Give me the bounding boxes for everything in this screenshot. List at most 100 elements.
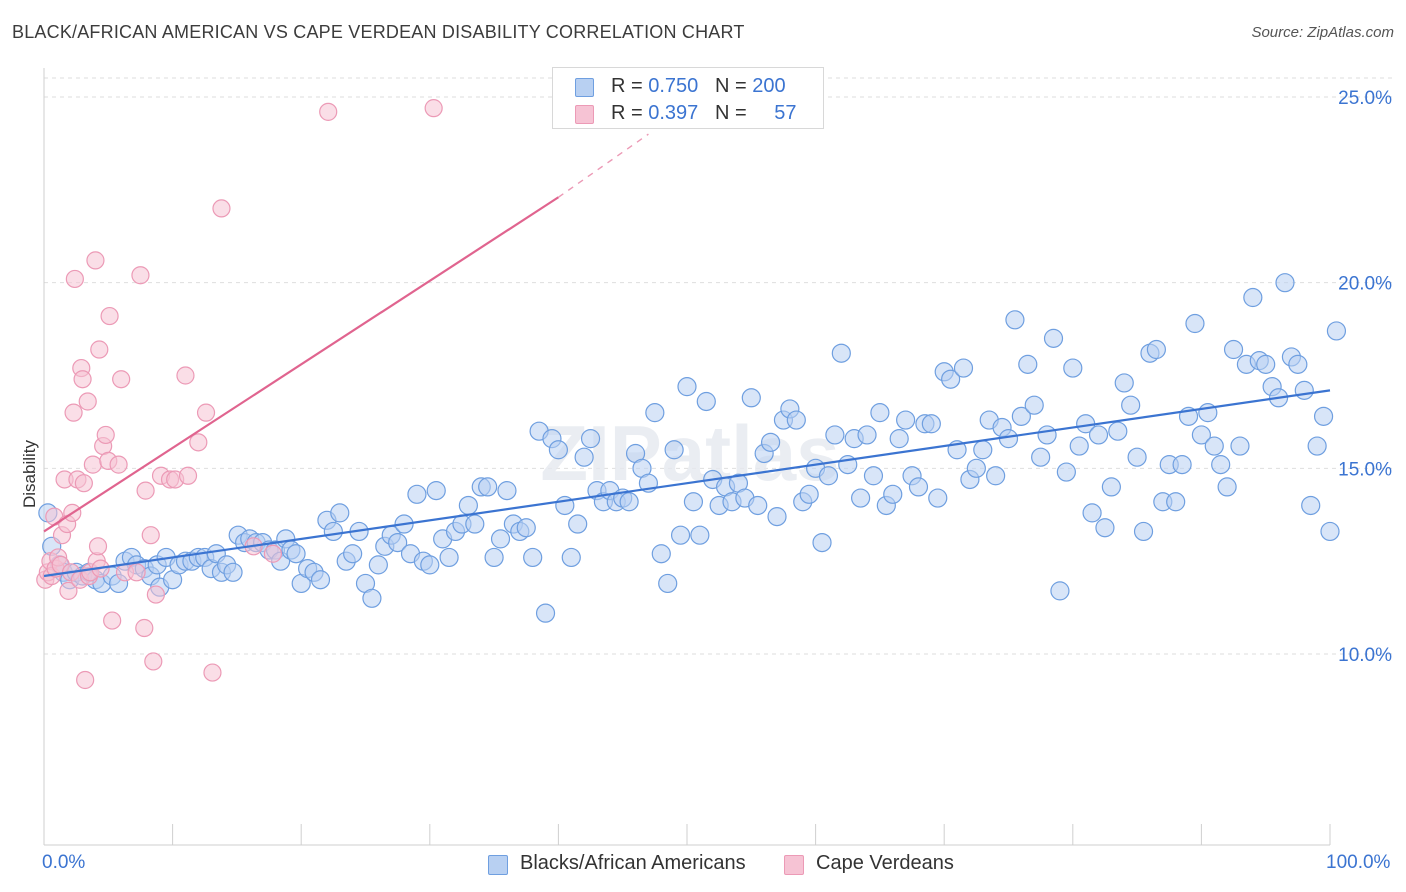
data-point-blacks	[683, 492, 704, 512]
data-point-blacks	[1301, 495, 1321, 516]
data-point-blacks	[426, 481, 446, 501]
y-tick-label: 20.0%	[1338, 274, 1392, 295]
data-point-blacks	[658, 573, 678, 594]
data-point-cape-verdean	[78, 392, 97, 411]
data-point-blacks	[741, 388, 761, 408]
data-point-cape-verdean	[76, 670, 95, 690]
data-point-blacks	[1211, 455, 1231, 475]
data-point-blacks	[1166, 492, 1186, 512]
data-point-cape-verdean	[212, 199, 231, 218]
series-cape-verdean-points	[36, 99, 443, 690]
data-point-cape-verdean	[196, 403, 216, 422]
r-label: R =	[611, 102, 649, 124]
legend-swatch-blue	[488, 855, 508, 875]
data-point-blacks	[458, 495, 478, 516]
data-point-blacks	[1069, 436, 1089, 456]
data-point-blacks	[883, 484, 903, 504]
x-tick-label-min: 0.0%	[42, 852, 86, 873]
data-point-blacks	[966, 458, 986, 478]
y-tick-labels: 10.0% 15.0% 20.0% 25.0%	[1338, 88, 1392, 666]
r-label: R =	[611, 75, 649, 97]
data-point-blacks	[953, 358, 974, 378]
data-point-blacks	[928, 488, 948, 508]
n-value-cape-verdean: 57	[774, 102, 797, 124]
data-point-blacks	[484, 547, 504, 568]
data-point-cape-verdean	[424, 99, 443, 118]
data-point-cape-verdean	[146, 585, 165, 604]
data-point-blacks	[1146, 339, 1166, 360]
data-point-blacks	[857, 425, 877, 445]
data-point-blacks	[825, 425, 845, 445]
trend-line-cape-verdean	[43, 196, 559, 533]
data-point-blacks	[223, 562, 243, 582]
data-point-blacks	[1230, 436, 1250, 456]
data-point-blacks	[1288, 354, 1308, 374]
data-point-blacks	[1031, 447, 1051, 467]
data-point-blacks	[799, 484, 819, 504]
data-point-cape-verdean	[64, 403, 83, 422]
data-point-blacks	[420, 555, 440, 575]
data-point-blacks	[1037, 425, 1057, 445]
legend-label-cape-verdean: Cape Verdeans	[816, 852, 954, 874]
data-point-blacks	[1256, 354, 1276, 374]
data-point-blacks	[645, 403, 665, 423]
data-point-blacks	[1121, 395, 1141, 415]
data-point-cape-verdean	[112, 370, 131, 389]
data-point-cape-verdean	[144, 652, 163, 671]
data-point-cape-verdean	[319, 102, 338, 121]
data-point-cape-verdean	[178, 466, 198, 485]
grid-lines	[44, 77, 1392, 655]
series-blacks-points	[38, 273, 1347, 623]
data-point-blacks	[580, 429, 601, 449]
legend-label-blacks: Blacks/African Americans	[520, 852, 746, 874]
data-point-cape-verdean	[136, 481, 155, 500]
y-tick-label: 15.0%	[1338, 459, 1392, 480]
y-tick-label: 25.0%	[1338, 88, 1392, 109]
data-point-blacks	[986, 466, 1006, 486]
data-point-blacks	[1307, 436, 1327, 456]
data-point-blacks	[1320, 521, 1340, 542]
data-point-blacks	[1204, 436, 1224, 456]
data-point-blacks	[748, 495, 768, 516]
data-point-blacks	[1133, 521, 1154, 542]
correlation-legend: R = 0.750 N = 200 R = 0.397 N = 57	[552, 67, 824, 129]
series-legend: Blacks/African Americans Cape Verdeans	[0, 850, 1406, 880]
data-point-blacks	[619, 492, 639, 512]
data-point-cape-verdean	[88, 537, 108, 556]
data-point-cape-verdean	[141, 526, 160, 545]
trend-lines	[43, 133, 1331, 578]
data-point-cape-verdean	[73, 370, 92, 389]
data-point-blacks	[490, 529, 511, 549]
data-point-blacks	[941, 369, 961, 389]
data-point-blacks	[1243, 287, 1263, 308]
data-point-blacks	[921, 414, 941, 434]
chart-title: BLACK/AFRICAN AMERICAN VS CAPE VERDEAN D…	[12, 22, 745, 42]
data-point-blacks	[1082, 503, 1102, 523]
data-point-cape-verdean	[263, 544, 283, 563]
legend-swatch-pink	[784, 855, 804, 875]
data-point-blacks	[1095, 518, 1115, 538]
data-point-blacks	[310, 570, 331, 590]
r-value-blacks: 0.750	[648, 75, 699, 97]
data-point-blacks	[670, 525, 691, 545]
data-point-blacks	[1294, 380, 1314, 400]
data-point-cape-verdean	[203, 663, 222, 682]
data-point-blacks	[1005, 310, 1025, 330]
data-point-blacks	[330, 503, 350, 523]
data-point-blacks	[1018, 354, 1038, 374]
data-point-blacks	[889, 429, 909, 449]
data-point-blacks	[651, 544, 671, 564]
data-point-blacks	[465, 514, 485, 534]
data-point-cape-verdean	[176, 366, 195, 385]
data-point-blacks	[388, 532, 408, 553]
data-point-blacks	[1223, 339, 1244, 360]
data-point-blacks	[368, 555, 388, 575]
data-point-blacks	[1217, 477, 1237, 497]
data-point-blacks	[870, 403, 890, 423]
data-point-blacks	[1313, 406, 1334, 426]
legend-swatch-blue	[575, 78, 594, 97]
data-point-blacks	[690, 525, 710, 545]
data-point-blacks	[696, 391, 716, 412]
data-point-blacks	[863, 466, 884, 486]
data-point-blacks	[1275, 273, 1295, 293]
